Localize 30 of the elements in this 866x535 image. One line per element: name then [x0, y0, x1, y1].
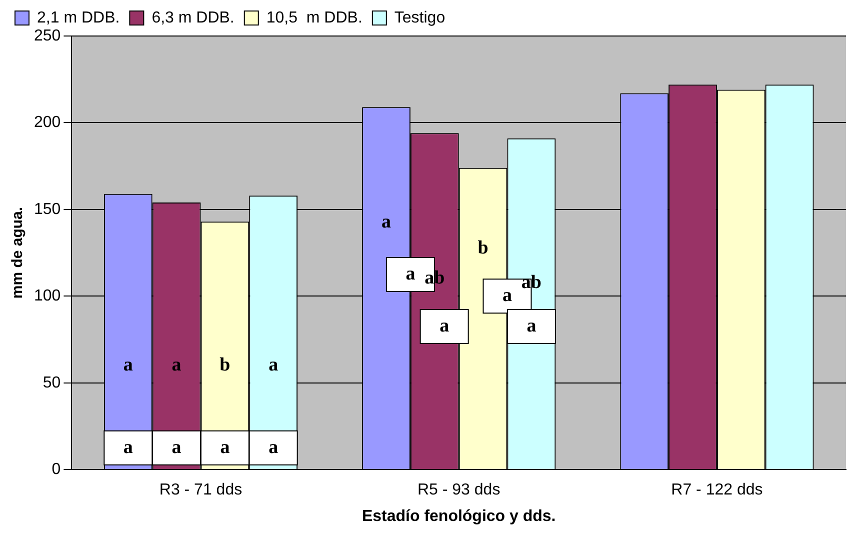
y-axis-title: mm de agua.: [9, 206, 26, 299]
x-tick-label: R7 - 122 dds: [671, 482, 763, 499]
legend-label: 10,5 m DDB.: [266, 9, 362, 26]
x-tick-label: R3 - 71 dds: [159, 482, 242, 499]
annotation: a: [268, 354, 279, 376]
y-tick-label: 150: [34, 200, 61, 218]
annotation: a: [123, 436, 134, 458]
annotation: ab: [424, 268, 445, 289]
annotation: a: [268, 436, 279, 458]
annotation: a: [123, 354, 134, 376]
legend-label: 6,3 m DDB.: [152, 9, 234, 26]
annotation: a: [172, 354, 182, 376]
annotation: a: [406, 263, 416, 284]
y-tick-label: 100: [34, 288, 61, 305]
x-tick-label: R5 - 93 dds: [417, 482, 500, 499]
y-tick-label: 250: [34, 27, 61, 44]
annotation: a: [440, 315, 450, 336]
annotation: a: [172, 436, 182, 458]
annotation: b: [478, 237, 488, 258]
annotation: a: [220, 436, 230, 458]
annotation: a: [382, 211, 392, 232]
y-tick-label: 50: [42, 374, 61, 392]
annotation: a: [526, 315, 537, 336]
annotation: a: [502, 285, 512, 306]
y-tick-label: 0: [52, 461, 61, 478]
legend-label: Testigo: [394, 9, 446, 26]
y-tick-label: 200: [34, 114, 61, 132]
annotation: b: [220, 354, 230, 376]
legend-label: 2,1 m DDB.: [37, 9, 120, 26]
x-axis-title: Estadío fenológico y dds.: [362, 508, 556, 525]
